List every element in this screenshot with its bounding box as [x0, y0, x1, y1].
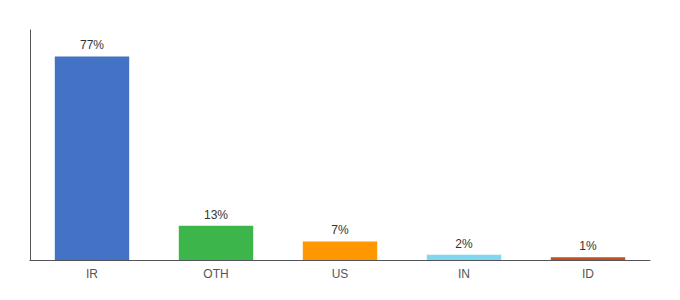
- svg-text:1%: 1%: [579, 239, 597, 253]
- svg-text:ID: ID: [582, 267, 594, 281]
- svg-text:IN: IN: [458, 267, 470, 281]
- svg-text:7%: 7%: [331, 223, 349, 237]
- svg-text:IR: IR: [86, 267, 98, 281]
- svg-text:OTH: OTH: [203, 267, 228, 281]
- svg-text:13%: 13%: [204, 208, 228, 222]
- svg-text:77%: 77%: [80, 38, 104, 52]
- svg-text:2%: 2%: [455, 237, 473, 251]
- svg-text:US: US: [332, 267, 349, 281]
